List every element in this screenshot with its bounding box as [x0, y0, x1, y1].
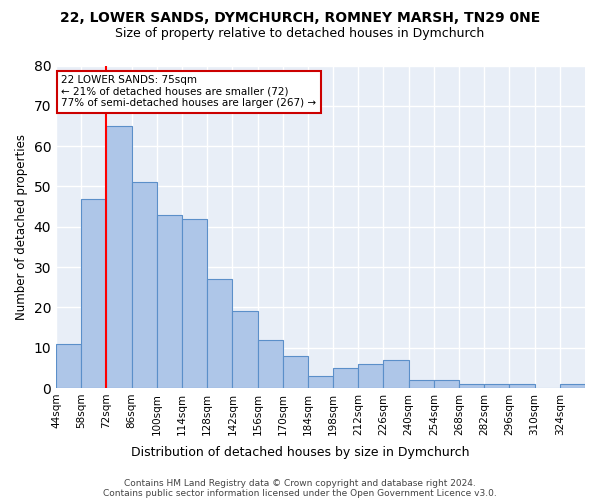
Bar [383, 360, 409, 388]
Bar [283, 356, 308, 388]
Text: 22 LOWER SANDS: 75sqm
← 21% of detached houses are smaller (72)
77% of semi-deta: 22 LOWER SANDS: 75sqm ← 21% of detached … [61, 75, 316, 108]
Bar [207, 279, 232, 388]
Text: Distribution of detached houses by size in Dymchurch: Distribution of detached houses by size … [131, 446, 469, 459]
Bar [459, 384, 484, 388]
Bar [509, 384, 535, 388]
Text: Size of property relative to detached houses in Dymchurch: Size of property relative to detached ho… [115, 26, 485, 40]
Bar [106, 126, 131, 388]
Y-axis label: Number of detached properties: Number of detached properties [15, 134, 28, 320]
Bar [484, 384, 509, 388]
Bar [257, 340, 283, 388]
Bar [434, 380, 459, 388]
Bar [409, 380, 434, 388]
Bar [157, 214, 182, 388]
Bar [131, 182, 157, 388]
Bar [232, 312, 257, 388]
Text: Contains public sector information licensed under the Open Government Licence v3: Contains public sector information licen… [103, 489, 497, 498]
Bar [81, 198, 106, 388]
Bar [358, 364, 383, 388]
Text: Contains HM Land Registry data © Crown copyright and database right 2024.: Contains HM Land Registry data © Crown c… [124, 479, 476, 488]
Text: 22, LOWER SANDS, DYMCHURCH, ROMNEY MARSH, TN29 0NE: 22, LOWER SANDS, DYMCHURCH, ROMNEY MARSH… [60, 12, 540, 26]
Bar [182, 218, 207, 388]
Bar [560, 384, 585, 388]
Bar [56, 344, 81, 388]
Bar [333, 368, 358, 388]
Bar [308, 376, 333, 388]
